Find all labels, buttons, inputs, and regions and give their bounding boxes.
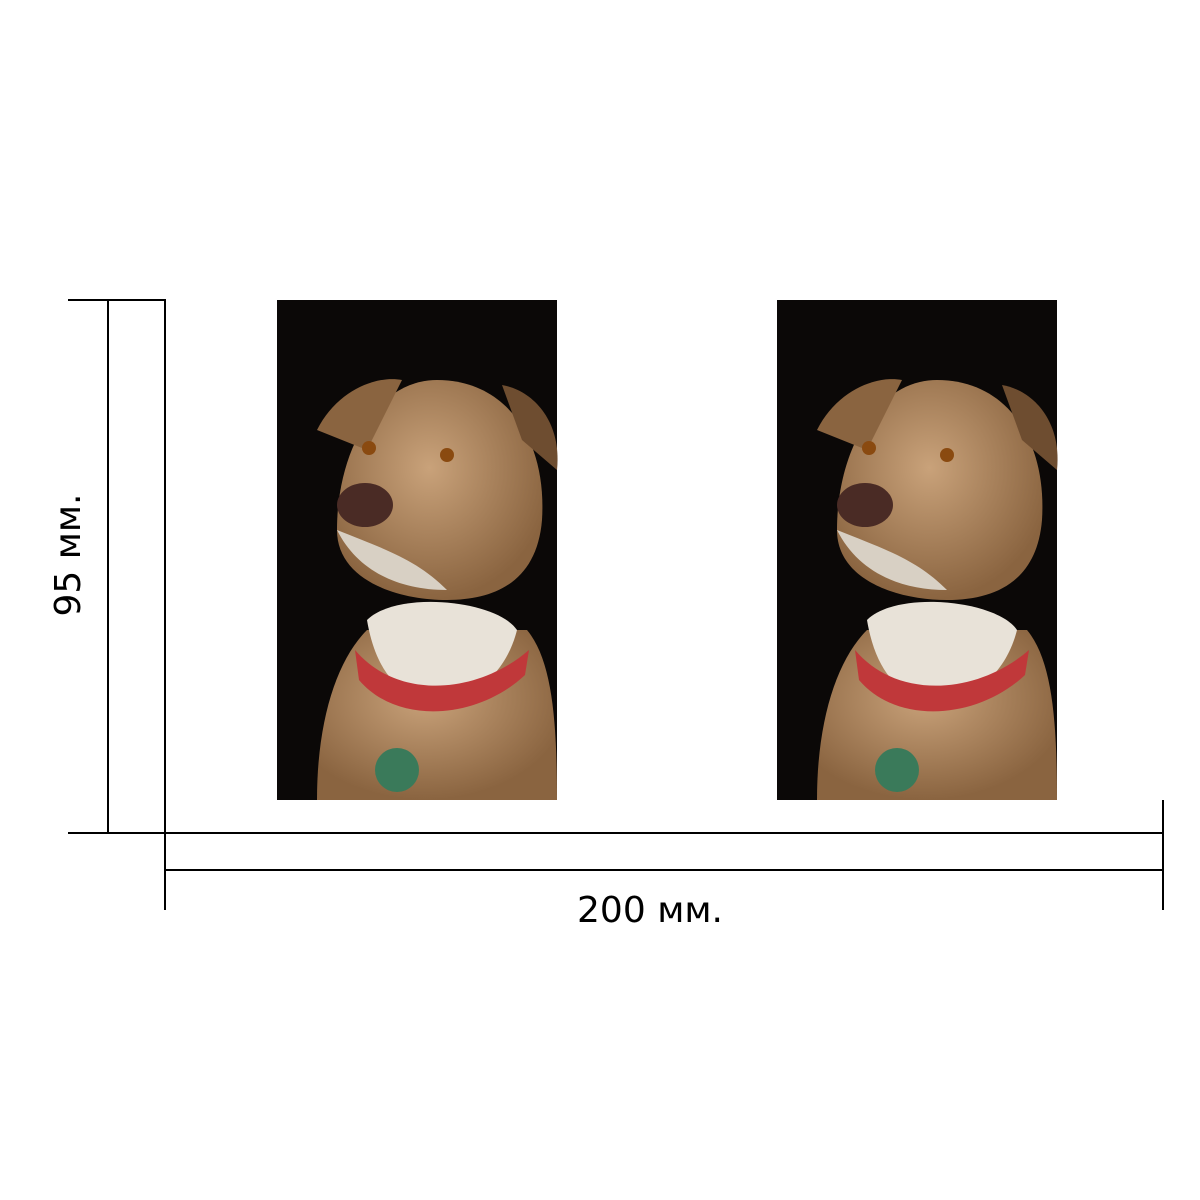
photo bbox=[277, 300, 558, 800]
width-dimension bbox=[164, 800, 1164, 910]
width-label: 200 мм. bbox=[577, 890, 723, 931]
height-label: 95 мм. bbox=[48, 493, 89, 616]
height-dimension bbox=[68, 299, 166, 834]
photo bbox=[777, 300, 1058, 800]
